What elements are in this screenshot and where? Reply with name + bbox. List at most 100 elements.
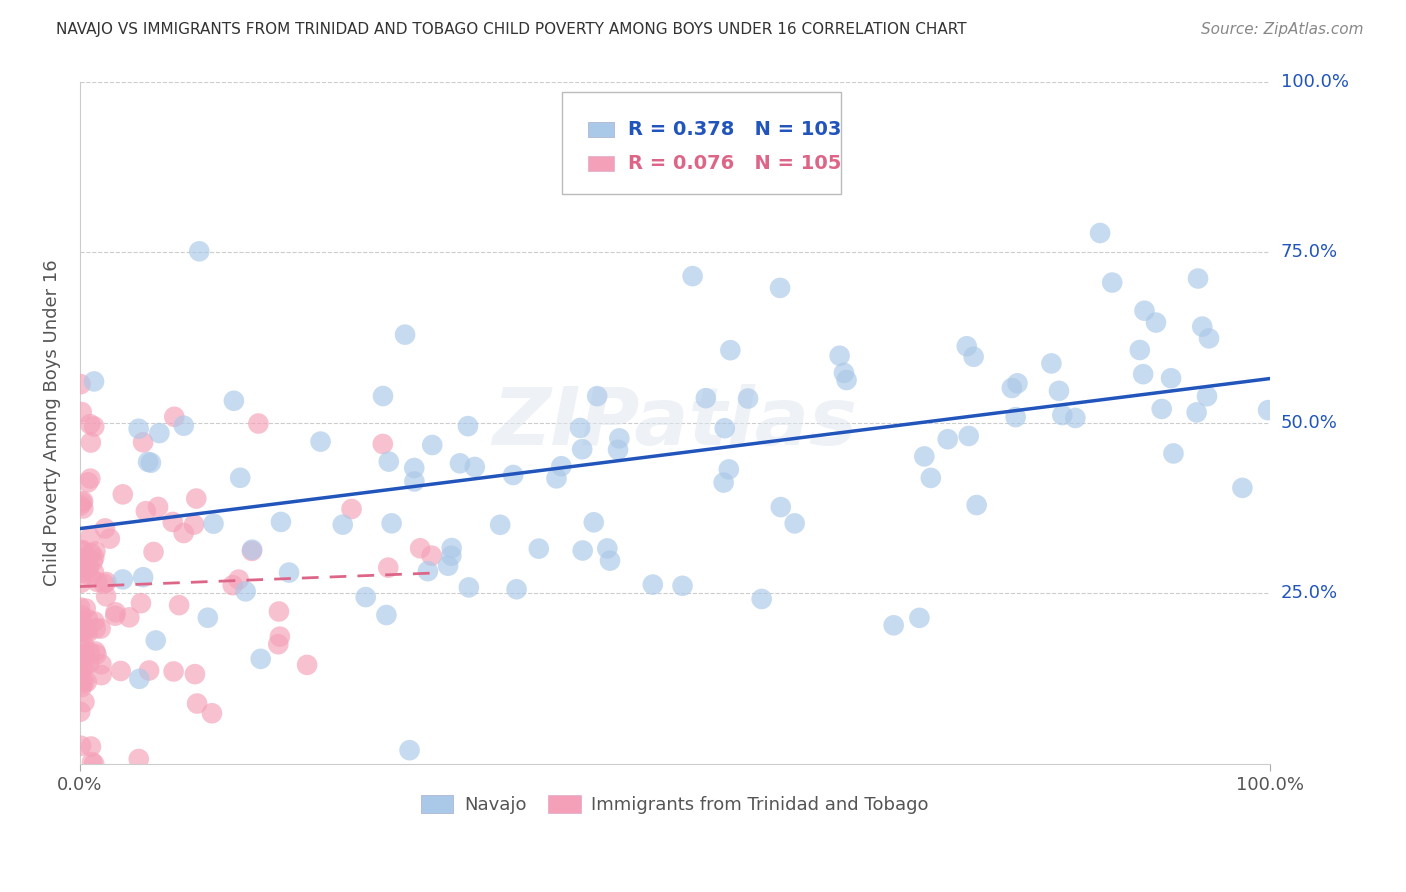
Point [72, 544, 94, 558]
Point [1101, 276, 1123, 290]
Point [75, 622, 97, 636]
Point [571, 442, 593, 457]
Point [77, 560, 100, 574]
Point [69, 600, 91, 615]
Point [404, 475, 426, 489]
Point [197, 611, 219, 625]
Point [641, 577, 664, 591]
Point [783, 516, 806, 531]
Point [70, 495, 93, 509]
Point [835, 373, 858, 387]
Point [883, 618, 905, 632]
Point [269, 630, 291, 644]
Point [135, 504, 157, 518]
Point [76, 674, 98, 689]
Point [235, 584, 257, 599]
Point [682, 269, 704, 284]
Point [596, 541, 619, 556]
Point [128, 672, 150, 686]
Point [111, 573, 134, 587]
Point [83, 419, 105, 434]
Point [957, 429, 980, 443]
Point [75, 552, 97, 566]
Point [73, 675, 96, 690]
Point [183, 517, 205, 532]
Point [70, 575, 93, 590]
Point [83, 615, 105, 629]
Point [73, 695, 96, 709]
Point [186, 697, 208, 711]
Point [75, 648, 97, 663]
Point [77, 657, 100, 671]
Point [79, 645, 101, 659]
Point [86, 648, 108, 662]
Point [93, 576, 115, 591]
Text: 50.0%: 50.0% [1281, 414, 1337, 432]
Point [1160, 371, 1182, 385]
Point [1163, 446, 1185, 460]
Point [70, 739, 93, 753]
Point [569, 421, 592, 435]
Point [70, 680, 93, 694]
Text: R = 0.378   N = 103: R = 0.378 N = 103 [628, 120, 842, 139]
Point [550, 459, 572, 474]
Point [1133, 303, 1156, 318]
Point [240, 544, 263, 558]
Point [73, 561, 96, 575]
Point [713, 475, 735, 490]
Point [1191, 319, 1213, 334]
Point [1064, 411, 1087, 425]
Text: R = 0.076   N = 105: R = 0.076 N = 105 [628, 154, 842, 173]
Point [607, 442, 630, 457]
Point [70, 642, 93, 657]
Point [86, 574, 108, 589]
Point [162, 665, 184, 679]
Point [76, 612, 98, 626]
Point [72, 501, 94, 516]
FancyBboxPatch shape [588, 156, 614, 171]
Point [717, 462, 740, 476]
Point [73, 639, 96, 653]
Point [70, 608, 93, 623]
Point [354, 590, 377, 604]
Point [1195, 389, 1218, 403]
Point [73, 626, 96, 640]
Point [73, 646, 96, 660]
Point [737, 392, 759, 406]
Point [1257, 403, 1279, 417]
Point [502, 467, 524, 482]
Point [138, 664, 160, 678]
Point [1004, 410, 1026, 425]
Point [936, 432, 959, 446]
Point [505, 582, 527, 597]
Point [956, 339, 979, 353]
Point [80, 546, 103, 560]
Point [420, 438, 443, 452]
Point [1185, 405, 1208, 419]
Point [72, 554, 94, 568]
Point [84, 644, 107, 658]
Point [267, 605, 290, 619]
Point [136, 455, 159, 469]
Point [73, 659, 96, 673]
Text: 75.0%: 75.0% [1281, 244, 1339, 261]
Point [340, 502, 363, 516]
Point [132, 570, 155, 584]
Point [1040, 356, 1063, 370]
Point [90, 657, 112, 672]
Point [832, 366, 855, 380]
Point [128, 422, 150, 436]
Point [184, 667, 207, 681]
Point [82, 554, 104, 568]
Point [394, 327, 416, 342]
Point [278, 566, 301, 580]
FancyBboxPatch shape [588, 122, 614, 137]
Point [420, 549, 443, 563]
Point [1187, 271, 1209, 285]
Point [247, 417, 270, 431]
Point [98, 532, 121, 546]
Point [1232, 481, 1254, 495]
Point [309, 434, 332, 449]
Point [398, 743, 420, 757]
Point [371, 389, 394, 403]
